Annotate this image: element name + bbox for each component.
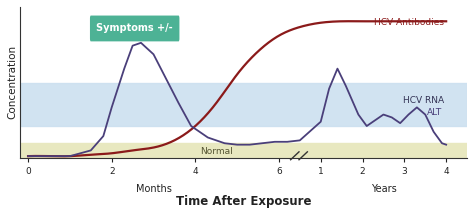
X-axis label: Time After Exposure: Time After Exposure bbox=[176, 195, 311, 208]
Text: HCV Antibodies: HCV Antibodies bbox=[374, 18, 444, 28]
Text: Symptoms +/-: Symptoms +/- bbox=[96, 23, 173, 34]
Text: Normal: Normal bbox=[200, 147, 233, 156]
Text: Months: Months bbox=[136, 184, 172, 194]
Text: HCV RNA: HCV RNA bbox=[403, 96, 444, 105]
FancyBboxPatch shape bbox=[90, 15, 180, 41]
Bar bbox=[20, 143, 467, 158]
Text: ALT: ALT bbox=[428, 108, 443, 117]
Bar bbox=[20, 83, 467, 126]
Y-axis label: Concentration: Concentration bbox=[7, 45, 17, 119]
Text: Years: Years bbox=[371, 184, 396, 194]
